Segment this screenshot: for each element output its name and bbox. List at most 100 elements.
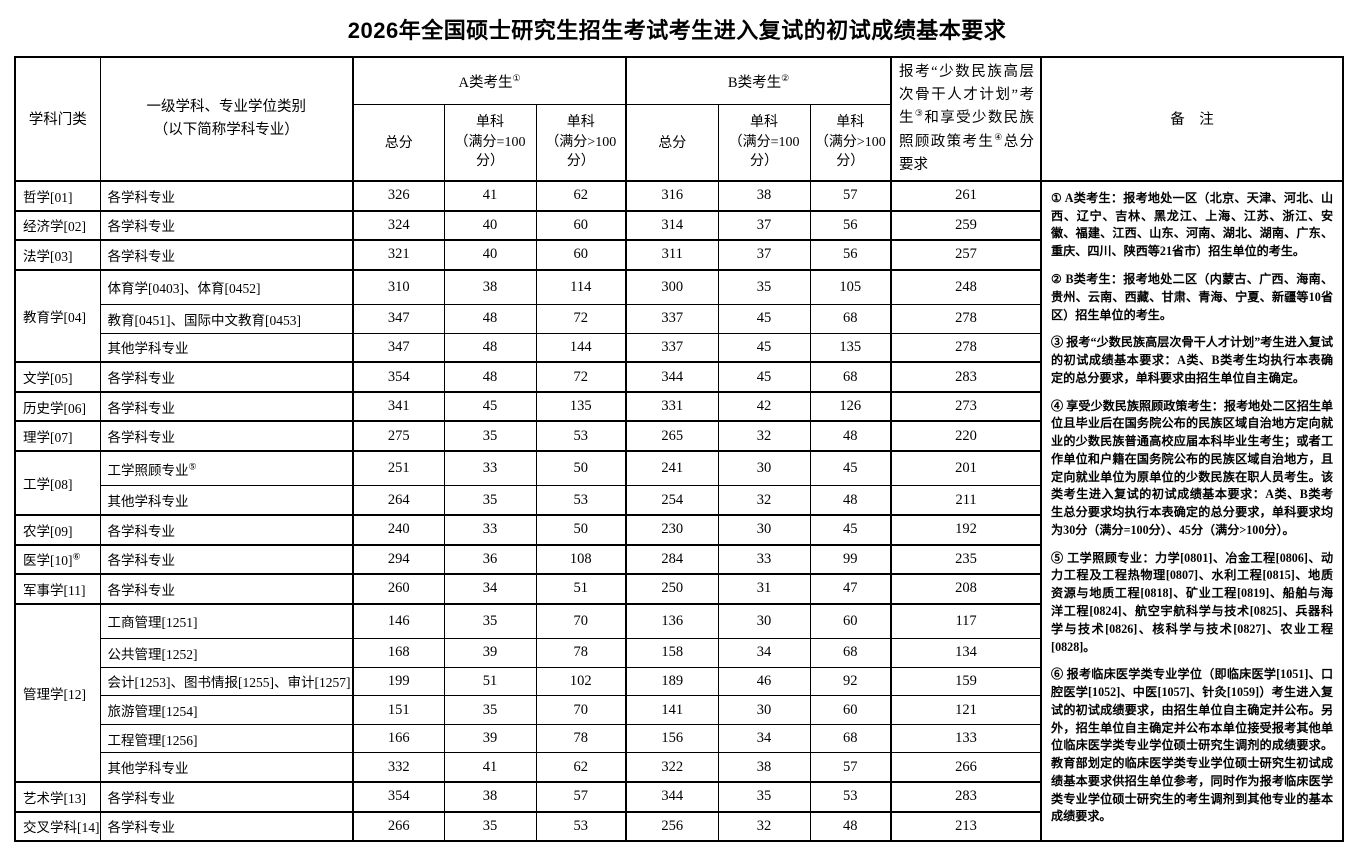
header-row-1: 学科门类 一级学科、专业学位类别 （以下简称学科专业） A类考生① B类考生② 报考“少…	[14, 56, 1344, 182]
score-a-total: 240	[352, 513, 445, 546]
score-b-single-gt100: 56	[809, 239, 892, 271]
label-text: A类考生	[458, 74, 513, 91]
score-b-single-eq100: 32	[717, 420, 811, 452]
score-a-single-gt100: 51	[535, 573, 627, 605]
table-row: 文学[05] 各学科专业 354 48 72 344 45 68 283	[14, 361, 1343, 393]
score-a-single-eq100: 36	[443, 543, 537, 575]
label-text: 理学[07]	[23, 430, 73, 446]
category-cell: 医学[10]⑥	[14, 543, 101, 575]
score-b-single-eq100: 32	[717, 485, 811, 516]
score-a-total: 354	[352, 781, 445, 813]
score-b-single-gt100: 48	[809, 485, 892, 516]
score-b-single-eq100: 32	[717, 810, 811, 842]
score-b-total: 316	[625, 179, 719, 212]
category-cell: 管理学[12]	[14, 602, 101, 783]
score-minority-total: 283	[890, 781, 1042, 813]
score-a-total: 260	[352, 573, 445, 605]
table-row: 法学[03] 各学科专业 321 40 60 311 37 56 257	[14, 239, 1343, 271]
score-b-total: 265	[625, 420, 719, 452]
superscript-note-ref: ②	[781, 72, 790, 83]
score-a-single-eq100: 34	[443, 573, 537, 605]
score-a-single-gt100: 53	[535, 485, 627, 516]
score-a-single-eq100: 48	[443, 332, 537, 363]
score-a-single-gt100: 60	[535, 209, 627, 241]
score-b-single-eq100: 38	[717, 752, 811, 783]
score-a-single-gt100: 108	[535, 543, 627, 575]
header-minority: 报考“少数民族高层次骨干人才计划”考生③和享受少数民族照顾政策考生④总分要求	[890, 56, 1042, 182]
score-b-total: 300	[625, 268, 719, 306]
subject-cell: 工学照顾专业⑤	[99, 450, 354, 487]
label-text: 和享受少数民族照顾政策考生	[899, 110, 1035, 150]
subject-cell: 各学科专业	[99, 209, 354, 241]
score-a-single-gt100: 102	[535, 666, 627, 697]
label-text: 管理学[12]	[23, 686, 86, 702]
score-minority-total: 159	[890, 666, 1042, 697]
score-b-total: 156	[625, 723, 719, 754]
score-b-total: 331	[625, 390, 719, 422]
score-a-single-eq100: 40	[443, 209, 537, 241]
category-cell: 哲学[01]	[14, 179, 101, 212]
label-text: 各学科专业	[107, 189, 176, 205]
subject-cell: 各学科专业	[99, 573, 354, 605]
score-a-single-gt100: 72	[535, 304, 627, 334]
label-text: 工学[08]	[23, 476, 73, 492]
score-a-single-gt100: 70	[535, 602, 627, 640]
score-b-single-eq100: 45	[717, 304, 811, 334]
score-a-single-eq100: 35	[443, 695, 537, 725]
score-b-total: 250	[625, 573, 719, 605]
score-a-total: 341	[352, 390, 445, 422]
score-minority-total: 273	[890, 390, 1042, 422]
note-paragraph: ⑥ 报考临床医学类专业学位（即临床医学[1051]、口腔医学[1052]、中医[…	[1051, 667, 1334, 824]
category-cell: 理学[07]	[14, 420, 101, 452]
score-b-single-gt100: 56	[809, 209, 892, 241]
label-text: 其他学科专业	[107, 494, 189, 510]
score-b-single-eq100: 42	[717, 390, 811, 422]
header-category: 学科门类	[14, 56, 101, 182]
score-minority-total: 261	[890, 179, 1042, 212]
score-b-single-gt100: 60	[809, 602, 892, 640]
header-a-single-eq100: 单科 （满分=100分）	[443, 104, 537, 182]
note-paragraph: ③ 报考“少数民族高层次骨干人才计划”考生进入复试的初试成绩基本要求：A类、B类…	[1051, 335, 1334, 385]
note-paragraph: ⑤ 工学照顾专业：力学[0801]、冶金工程[0806]、动力工程及工程热物理[…	[1051, 550, 1334, 654]
score-b-single-eq100: 35	[717, 781, 811, 813]
score-a-total: 151	[352, 695, 445, 725]
label-text: 工学照顾专业	[107, 462, 189, 478]
score-minority-total: 121	[890, 695, 1042, 725]
label-text: 各学科专业	[107, 371, 176, 387]
score-a-single-gt100: 144	[535, 332, 627, 363]
score-minority-total: 266	[890, 752, 1042, 783]
label-text: 各学科专业	[107, 523, 176, 539]
score-a-single-eq100: 48	[443, 304, 537, 334]
score-b-single-eq100: 46	[717, 666, 811, 697]
score-a-single-gt100: 50	[535, 450, 627, 487]
table-row: 理学[07] 各学科专业 275 35 53 265 32 48 220	[14, 420, 1343, 452]
header-group-a: A类考生①	[351, 56, 627, 106]
category-cell: 文学[05]	[14, 361, 101, 393]
score-minority-total: 192	[890, 513, 1042, 546]
label-text: 法学[03]	[23, 248, 73, 264]
score-a-total: 321	[352, 239, 445, 271]
note-paragraph: ④ 享受少数民族照顾政策考生：报考地处二区招生单位且毕业后在国务院公布的民族区域…	[1051, 398, 1334, 537]
label-text: 旅游管理[1254]	[107, 704, 198, 720]
label-text: 各学科专业	[107, 553, 176, 569]
score-b-total: 141	[625, 695, 719, 725]
label-text: 各学科专业	[107, 219, 176, 235]
subject-cell: 其他学科专业	[99, 752, 354, 783]
score-b-single-gt100: 57	[809, 752, 892, 783]
score-a-single-eq100: 39	[443, 723, 537, 754]
score-b-total: 344	[625, 781, 719, 813]
note-paragraph: ① A类考生：报考地处一区（北京、天津、河北、山西、辽宁、吉林、黑龙江、上海、江…	[1051, 190, 1334, 259]
header-b-total: 总分	[625, 104, 719, 182]
score-a-single-eq100: 41	[443, 179, 537, 212]
table-row: 哲学[01] 各学科专业 326 41 62 316 38 57 261 ① A类考生：报考地处一…	[14, 179, 1344, 842]
score-a-single-gt100: 72	[535, 361, 627, 393]
category-cell: 军事学[11]	[14, 573, 101, 605]
subject-cell: 旅游管理[1254]	[99, 695, 354, 725]
category-cell: 经济学[02]	[14, 209, 101, 241]
score-a-single-gt100: 114	[535, 268, 627, 306]
score-a-single-eq100: 35	[443, 420, 537, 452]
score-a-total: 166	[352, 723, 445, 754]
score-minority-total: 248	[890, 268, 1042, 306]
score-b-total: 314	[625, 209, 719, 241]
score-b-single-eq100: 30	[717, 695, 811, 725]
